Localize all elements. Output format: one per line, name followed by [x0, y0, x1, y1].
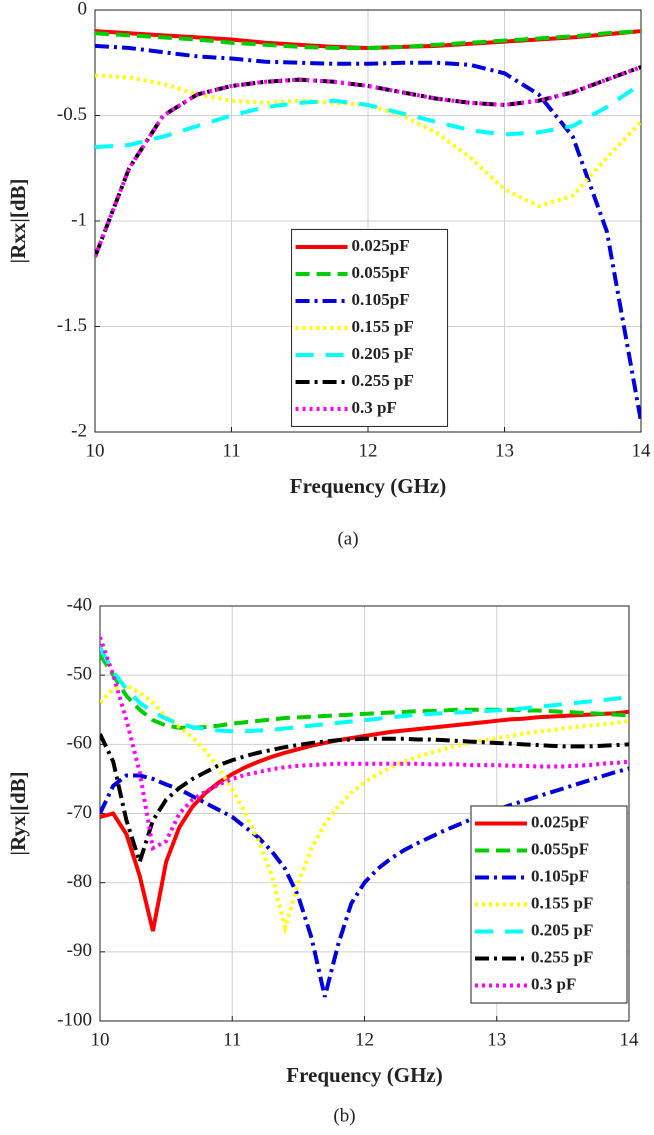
- y-tick-label: -60: [67, 733, 92, 754]
- legend-label: 0.025pF: [531, 812, 589, 831]
- x-tick-label: 12: [359, 440, 378, 461]
- caption: (a): [337, 528, 358, 549]
- y-tick-label: -0.5: [57, 104, 87, 125]
- y-tick-label: 0: [78, 0, 88, 19]
- series-line: [95, 82, 641, 150]
- series-line: [100, 646, 629, 734]
- series-line: [95, 29, 641, 50]
- x-tick-label: 10: [91, 1029, 110, 1050]
- y-tick-label: -80: [67, 871, 92, 892]
- y-tick-label: -1: [71, 209, 87, 230]
- x-tick-label: 10: [86, 440, 105, 461]
- x-axis-label: Frequency (GHz): [290, 474, 447, 498]
- y-tick-label: -40: [67, 594, 92, 615]
- y-axis-label: |Rxx|[dB]: [6, 178, 30, 263]
- series-line: [100, 766, 629, 998]
- series-line: [100, 636, 629, 852]
- series-line: [95, 73, 641, 209]
- y-axis-label: |Ryx|[dB]: [6, 771, 30, 855]
- y-tick-label: -50: [67, 664, 92, 685]
- x-tick-label: 11: [223, 1029, 241, 1050]
- legend-label: 0.3 pF: [531, 974, 576, 993]
- series-line: [95, 43, 641, 422]
- plot-frame: [94, 9, 642, 433]
- x-tick-label: 13: [487, 1029, 506, 1050]
- series-line: [100, 733, 629, 869]
- x-tick-label: 14: [632, 440, 652, 461]
- y-tick-label: -2: [71, 420, 87, 441]
- legend-label: 0.155 pF: [352, 317, 414, 336]
- legend-label: 0.025pF: [352, 236, 410, 255]
- legend-label: 0.255 pF: [531, 947, 593, 966]
- y-tick-label: -90: [67, 940, 92, 961]
- x-tick-label: 13: [495, 440, 514, 461]
- y-tick-label: -70: [67, 802, 92, 823]
- legend-label: 0.205 pF: [352, 344, 414, 363]
- legend-label: 0.055pF: [352, 263, 410, 282]
- legend-label: 0.255 pF: [352, 371, 414, 390]
- legend-label: 0.3 pF: [352, 398, 397, 417]
- series-line: [95, 65, 641, 258]
- caption: (b): [333, 1105, 355, 1126]
- series-line: [95, 65, 641, 258]
- legend-label: 0.105pF: [531, 866, 589, 885]
- legend-label: 0.105pF: [352, 290, 410, 309]
- x-tick-label: 14: [620, 1029, 640, 1050]
- series-line: [100, 653, 629, 730]
- legend-label: 0.055pF: [531, 839, 589, 858]
- x-tick-label: 12: [355, 1029, 374, 1050]
- legend-label: 0.155 pF: [531, 893, 593, 912]
- legend-label: 0.205 pF: [531, 920, 593, 939]
- x-axis-label: Frequency (GHz): [286, 1063, 443, 1087]
- y-tick-label: -100: [57, 1009, 92, 1030]
- y-tick-label: -1.5: [57, 315, 87, 336]
- x-tick-label: 11: [222, 440, 240, 461]
- series-line: [100, 709, 629, 932]
